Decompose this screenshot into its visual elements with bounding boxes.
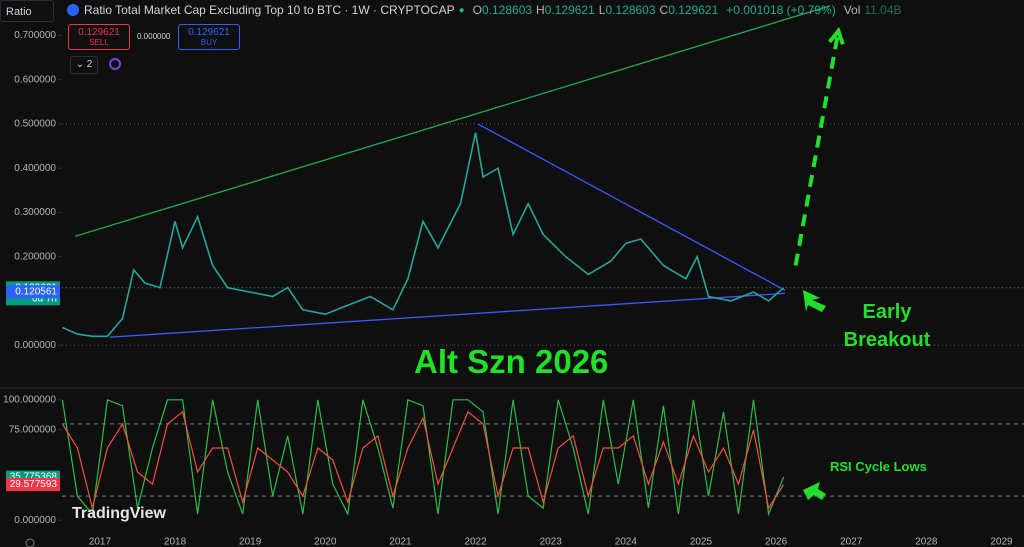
x-tick-label: 2021 [389, 537, 412, 547]
x-tick-label: 2029 [990, 537, 1013, 547]
x-tick-label: 2024 [615, 537, 638, 547]
x-tick-label: 2028 [915, 537, 938, 547]
y-tick-label: 75.000000 [9, 425, 57, 436]
indicator-icon[interactable] [109, 58, 121, 70]
symbol-box[interactable]: Ratio [0, 0, 54, 22]
ohlc-key: O [472, 3, 482, 17]
series-line [61, 398, 785, 517]
ohlc-value: 0.129621 [544, 3, 595, 17]
title: Ratio Total Market Cap Excluding Top 10 … [84, 3, 455, 17]
sell-label: SELL [89, 38, 109, 47]
sell-button[interactable]: 0.129621 SELL [68, 24, 130, 50]
ohlc-value: 0.128603 [605, 3, 656, 17]
x-tick-label: 2026 [765, 537, 788, 547]
y-tick-label: 100.000000 [3, 394, 56, 405]
y-tick-label: 0.600000 [14, 74, 56, 85]
ohlc-value: 0.129621 [668, 3, 719, 17]
annotation: RSI Cycle Lows [830, 459, 927, 474]
buy-label: BUY [200, 38, 218, 47]
ohlc-value: 0.128603 [481, 3, 533, 17]
settings-icon[interactable] [25, 538, 35, 547]
buy-price: 0.129621 [188, 27, 230, 38]
branding: TradingView [72, 505, 166, 522]
y-tick-label: 0.000000 [14, 515, 56, 526]
price-label-bg [6, 285, 60, 299]
annotation: Early Breakout [843, 301, 931, 351]
arrow-head [828, 26, 845, 45]
x-tick-label: 2025 [690, 537, 713, 547]
rsi-arrow [803, 482, 826, 500]
ohlc-key: L [598, 3, 606, 17]
vol-value: 11.04B [864, 3, 902, 17]
trendline [74, 5, 831, 237]
price-label-bg [6, 478, 60, 492]
y-tick-label: 0.700000 [14, 30, 56, 41]
ohlc: O0.128603 H0.129621 L0.128603 C0.129621 [473, 3, 723, 17]
trendline [477, 123, 786, 291]
x-tick-label: 2017 [89, 537, 112, 547]
price-label: 0.120561 [15, 286, 57, 297]
annotation: Alt Szn 2026 [414, 343, 609, 380]
y-tick-label: 0.300000 [14, 207, 56, 218]
legend-header: Ratio Total Market Cap Excluding Top 10 … [66, 3, 906, 17]
countdown: 6d 7h [32, 293, 57, 304]
x-tick-label: 2019 [239, 537, 262, 547]
x-tick-label: 2023 [540, 537, 563, 547]
x-tick-label: 2020 [314, 537, 337, 547]
price-label: 35.775368 [10, 472, 58, 483]
status-dot: ● [458, 4, 465, 16]
x-tick-label: 2018 [164, 537, 187, 547]
x-tick-label: 2022 [464, 537, 487, 547]
trendline [793, 30, 841, 266]
series-line [62, 132, 785, 338]
indicators-toggle[interactable]: ⌄ 2 [70, 56, 98, 74]
spread: 0.000000 [137, 32, 171, 41]
indicator-count: 2 [86, 59, 93, 70]
price-label: 29.577593 [10, 479, 58, 490]
ohlc-key: H [536, 3, 545, 17]
y-tick-label: 0.200000 [14, 251, 56, 262]
breakout-arrow [803, 290, 826, 312]
symbol-icon [67, 4, 79, 16]
trendline [109, 292, 786, 338]
vol-key: Vol [843, 3, 861, 17]
y-tick-label: 0.400000 [14, 163, 56, 174]
ohlc-key: C [659, 3, 669, 17]
buy-button[interactable]: 0.129621 BUY [178, 24, 240, 50]
y-tick-label: 0.000000 [14, 340, 56, 351]
y-tick-label: 0.500000 [14, 119, 56, 130]
sell-price: 0.129621 [78, 27, 120, 38]
x-tick-label: 2027 [840, 537, 863, 547]
change: +0.001018 (+0.79%) [726, 3, 836, 17]
series-line [61, 410, 785, 510]
